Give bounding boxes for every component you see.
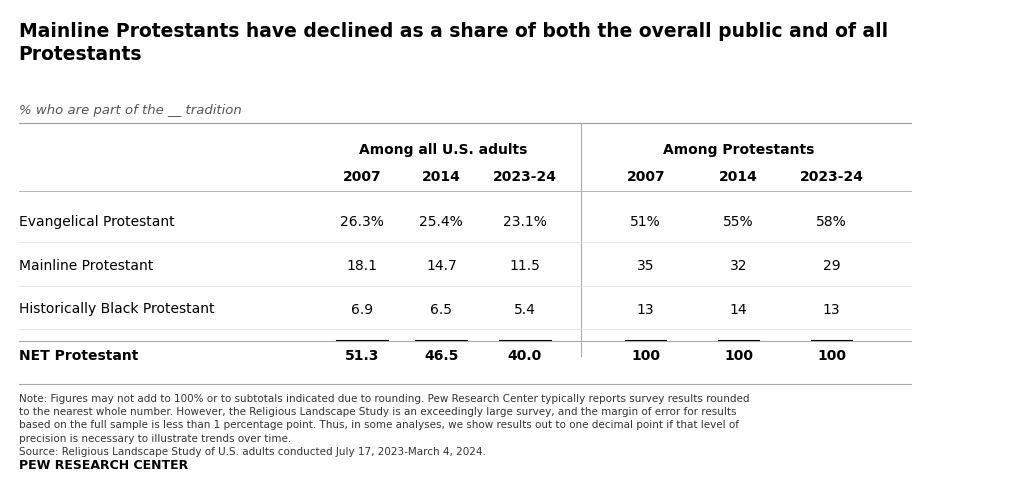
Text: 11.5: 11.5: [510, 259, 541, 273]
Text: 32: 32: [730, 259, 747, 273]
Text: 100: 100: [817, 349, 846, 363]
Text: Among all U.S. adults: Among all U.S. adults: [360, 143, 527, 157]
Text: 14: 14: [730, 302, 747, 317]
Text: 29: 29: [823, 259, 840, 273]
Text: Historically Black Protestant: Historically Black Protestant: [18, 302, 214, 317]
Text: % who are part of the __ tradition: % who are part of the __ tradition: [18, 104, 241, 117]
Text: 18.1: 18.1: [346, 259, 378, 273]
Text: 40.0: 40.0: [508, 349, 542, 363]
Text: 35: 35: [637, 259, 654, 273]
Text: 2014: 2014: [719, 170, 758, 184]
Text: 6.5: 6.5: [430, 302, 453, 317]
Text: Among Protestants: Among Protestants: [663, 143, 815, 157]
Text: Mainline Protestant: Mainline Protestant: [18, 259, 153, 273]
Text: Note: Figures may not add to 100% or to subtotals indicated due to rounding. Pew: Note: Figures may not add to 100% or to …: [18, 394, 749, 457]
Text: 13: 13: [637, 302, 654, 317]
Text: Mainline Protestants have declined as a share of both the overall public and of : Mainline Protestants have declined as a …: [18, 22, 888, 64]
Text: 14.7: 14.7: [426, 259, 457, 273]
Text: 100: 100: [632, 349, 660, 363]
Text: 2014: 2014: [422, 170, 461, 184]
Text: 2007: 2007: [626, 170, 665, 184]
Text: 51%: 51%: [631, 215, 661, 229]
Text: 2023-24: 2023-24: [493, 170, 557, 184]
Text: 2007: 2007: [343, 170, 381, 184]
Text: Evangelical Protestant: Evangelical Protestant: [18, 215, 174, 229]
Text: 13: 13: [823, 302, 840, 317]
Text: PEW RESEARCH CENTER: PEW RESEARCH CENTER: [18, 459, 188, 472]
Text: 25.4%: 25.4%: [419, 215, 463, 229]
Text: 58%: 58%: [817, 215, 847, 229]
Text: NET Protestant: NET Protestant: [18, 349, 138, 363]
Text: 51.3: 51.3: [345, 349, 379, 363]
Text: 46.5: 46.5: [424, 349, 459, 363]
Text: 100: 100: [725, 349, 753, 363]
Text: 2023-24: 2023-24: [799, 170, 864, 184]
Text: 5.4: 5.4: [514, 302, 536, 317]
Text: 23.1%: 23.1%: [503, 215, 547, 229]
Text: 26.3%: 26.3%: [340, 215, 384, 229]
Text: 55%: 55%: [724, 215, 754, 229]
Text: 6.9: 6.9: [352, 302, 373, 317]
